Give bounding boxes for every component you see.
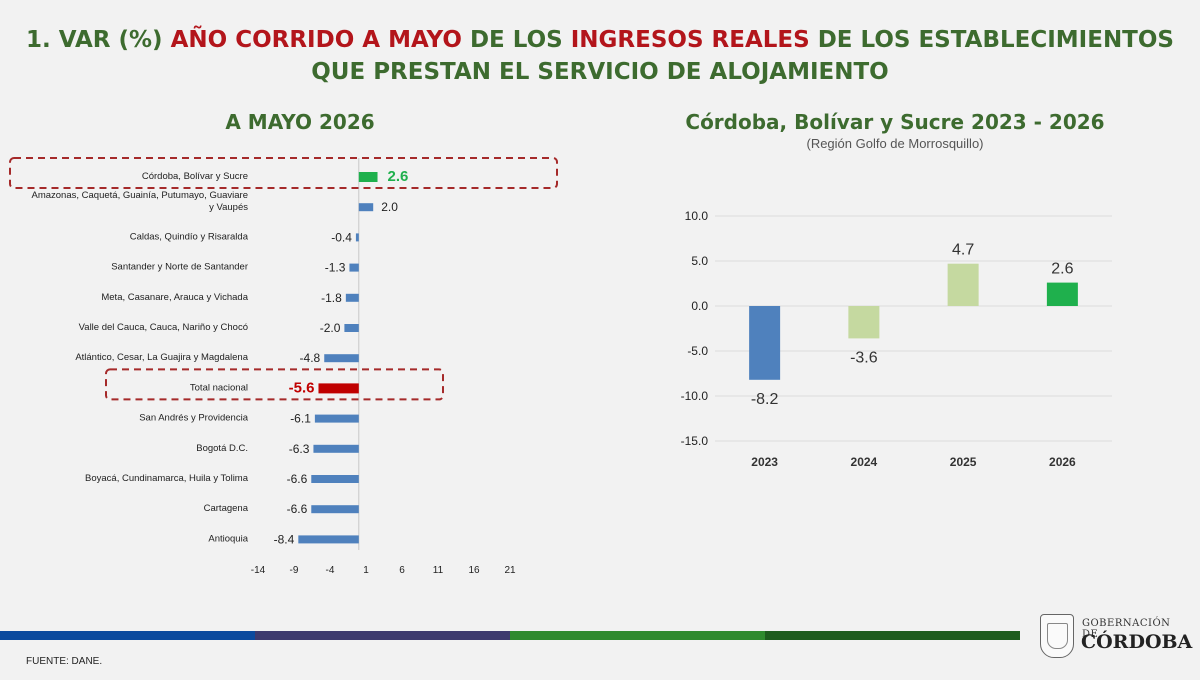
year-bar-value-2: 4.7 (952, 242, 974, 259)
right-chart-subtitle: (Región Golfo de Morrosquillo) (806, 136, 984, 151)
highlight-box-7 (105, 368, 444, 401)
bar-3 (349, 263, 359, 272)
x-tick-label-7: 21 (504, 565, 516, 576)
y-tick-label-1: 5.0 (691, 254, 708, 268)
y-tick-label-5: -15.0 (681, 434, 709, 448)
x-tick-label-4: 6 (399, 565, 405, 576)
category-label-9: Bogotá D.C. (196, 443, 248, 454)
year-bar-0 (749, 306, 781, 380)
bar-1 (358, 203, 374, 212)
bar-5 (344, 324, 359, 332)
stripe-0 (0, 631, 255, 640)
category-label-11: Cartagena (204, 503, 249, 514)
seal-icon (1040, 614, 1074, 658)
title-segment: 1. VAR (%) (26, 27, 171, 53)
year-tick-label-3: 2026 (1049, 455, 1076, 469)
bar-value-label-3: -1.3 (325, 261, 346, 275)
y-tick-label-3: -5.0 (687, 344, 708, 358)
logo-line1: GOBERNACIÓN DE (1082, 618, 1171, 640)
x-tick-label-3: 1 (363, 565, 369, 576)
stripe-2 (510, 631, 765, 640)
title-segment-highlight: AÑO CORRIDO A MAYO (170, 27, 462, 53)
category-label-5: Valle del Cauca, Cauca, Nariño y Chocó (79, 322, 248, 333)
bar-8 (314, 414, 359, 423)
category-label-7: Total nacional (190, 382, 248, 393)
bar-value-label-11: -6.6 (287, 502, 308, 516)
bar-2 (355, 233, 359, 242)
category-label-12: Antioquia (208, 533, 248, 544)
bar-7 (318, 383, 359, 394)
y-tick-label-2: 0.0 (691, 299, 708, 313)
title-segment: DE LOS (461, 27, 571, 53)
bar-value-label-7: -5.6 (289, 379, 315, 396)
logo-line2: CÓRDOBA (1081, 631, 1193, 653)
gobernacion-logo: GOBERNACIÓN DE CÓRDOBA (1040, 612, 1192, 662)
bar-4 (345, 293, 359, 302)
category-label-0: Córdoba, Bolívar y Sucre (142, 171, 248, 182)
bar-value-label-2: -0.4 (331, 230, 352, 244)
bar-10 (311, 475, 359, 483)
bar-value-label-10: -6.6 (287, 472, 308, 486)
x-tick-label-6: 16 (468, 565, 480, 576)
title-segment: DE LOS ESTABLECIMIENTOS (809, 27, 1174, 53)
bar-value-label-0: 2.6 (388, 168, 409, 185)
bar-value-label-6: -4.8 (300, 351, 321, 365)
category-label-4: Meta, Casanare, Arauca y Vichada (101, 292, 248, 303)
bar-0 (358, 172, 378, 182)
source-note: FUENTE: DANE. (26, 656, 103, 667)
charts-canvas: 2.6 Córdoba, Bolívar y Sucre 2.0 Amazonas, … (9, 157, 1112, 576)
left-chart-title: A MAYO 2026 (225, 110, 375, 134)
bar-value-label-1: 2.0 (381, 200, 398, 214)
category-label-10: Boyacá, Cundinamarca, Huila y Tolima (85, 473, 249, 484)
category-label-3: Santander y Norte de Santander (111, 262, 248, 273)
year-bar-3 (1046, 282, 1078, 306)
highlight-box-0 (9, 157, 558, 189)
category-label-8: San Andrés y Providencia (139, 413, 249, 424)
bar-value-label-5: -2.0 (320, 321, 341, 335)
stripe-3 (765, 631, 1020, 640)
category-label-1: Amazonas, Caquetá, Guainía, Putumayo, Gu… (31, 190, 248, 201)
year-bar-2 (947, 263, 979, 306)
year-tick-label-1: 2024 (851, 455, 878, 469)
category-label-6: Atlántico, Cesar, La Guajira y Magdalena (75, 352, 248, 363)
x-tick-label-1: -9 (290, 565, 299, 576)
year-bar-value-3: 2.6 (1051, 261, 1073, 278)
main-title-line1: 1. VAR (%) AÑO CORRIDO A MAYO DE LOS ING… (0, 24, 1200, 56)
footer-color-stripes (0, 631, 1020, 640)
y-tick-label-4: -10.0 (681, 389, 709, 403)
bar-value-label-12: -8.4 (274, 532, 295, 546)
x-tick-label-5: 11 (433, 565, 444, 576)
stripe-1 (255, 631, 510, 640)
year-bar-value-1: -3.6 (850, 349, 878, 366)
year-bar-1 (848, 306, 880, 339)
x-tick-label-2: -4 (326, 565, 335, 576)
bar-6 (324, 354, 359, 363)
bar-value-label-9: -6.3 (289, 442, 310, 456)
year-tick-label-0: 2023 (751, 455, 778, 469)
year-bar-value-0: -8.2 (751, 391, 779, 408)
bar-value-label-4: -1.8 (321, 291, 342, 305)
title-segment-highlight: INGRESOS REALES (570, 27, 810, 53)
year-tick-label-2: 2025 (950, 455, 977, 469)
category-label-2: Caldas, Quindío y Risaralda (130, 231, 249, 242)
category-label-1: y Vaupés (209, 202, 248, 213)
bar-11 (311, 505, 359, 514)
bar-9 (313, 444, 359, 453)
main-title: 1. VAR (%) AÑO CORRIDO A MAYO DE LOS ING… (0, 24, 1200, 88)
bar-12 (298, 535, 359, 544)
main-title-line2: QUE PRESTAN EL SERVICIO DE ALOJAMIENTO (311, 59, 889, 85)
right-chart-title: Córdoba, Bolívar y Sucre 2023 - 2026 (685, 110, 1105, 134)
y-tick-label-0: 10.0 (685, 209, 709, 223)
bar-value-label-8: -6.1 (290, 412, 311, 426)
x-tick-label-0: -14 (251, 565, 266, 576)
